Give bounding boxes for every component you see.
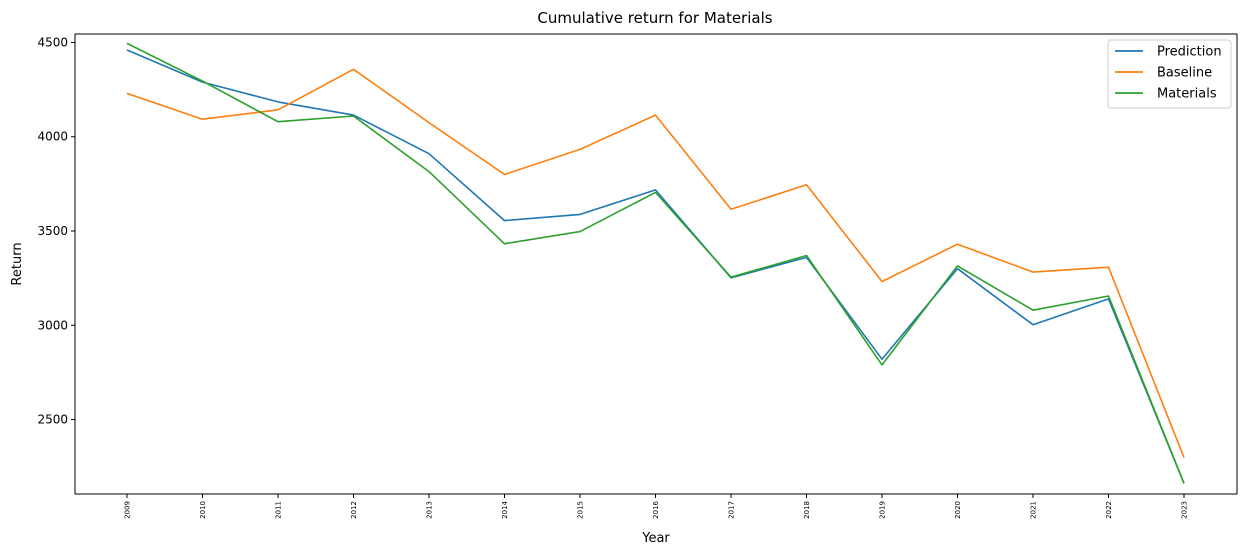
x-tick-label: 2020	[954, 501, 962, 519]
x-tick-label: 2013	[426, 501, 434, 519]
y-axis-label: Return	[10, 242, 25, 285]
legend-label-baseline: Baseline	[1157, 66, 1212, 81]
x-tick-label: 2011	[275, 501, 283, 519]
x-axis-label: Year	[641, 531, 670, 546]
x-tick-label: 2014	[501, 500, 509, 518]
x-tick-label: 2017	[728, 501, 736, 519]
x-tick-label: 2015	[577, 501, 585, 519]
x-tick-label: 2016	[652, 500, 660, 518]
x-tick-label: 2019	[879, 501, 887, 519]
x-tick-label: 2012	[350, 501, 358, 519]
series-line-baseline	[126, 68, 1185, 458]
y-tick-label: 3000	[37, 318, 68, 332]
y-axis: 2500 3000 3500 4000 4500	[37, 35, 75, 427]
x-tick-label: 2009	[124, 501, 132, 519]
x-tick-label: 2022	[1105, 501, 1113, 519]
y-tick-label: 4000	[37, 130, 68, 144]
legend: Prediction Baseline Materials	[1107, 39, 1232, 109]
series-lines	[126, 42, 1185, 484]
x-tick-label: 2010	[199, 501, 207, 519]
legend-box	[1107, 39, 1232, 109]
x-tick-label: 2021	[1030, 501, 1038, 519]
y-tick-label: 4500	[37, 35, 68, 49]
series-line-materials	[126, 42, 1185, 484]
legend-label-prediction: Prediction	[1157, 45, 1222, 60]
plot-area	[74, 33, 1238, 495]
x-tick-label: 2023	[1181, 501, 1189, 519]
legend-label-materials: Materials	[1157, 87, 1217, 102]
chart-title: Cumulative return for Materials	[537, 9, 772, 27]
y-tick-label: 3500	[37, 224, 68, 238]
y-tick-label: 2500	[37, 413, 68, 427]
x-tick-label: 2018	[803, 501, 811, 519]
series-line-prediction	[126, 49, 1185, 484]
x-axis: 2009 2010 2011 2012 2013 2014 2015 2016 2017 2018…	[124, 494, 1189, 519]
